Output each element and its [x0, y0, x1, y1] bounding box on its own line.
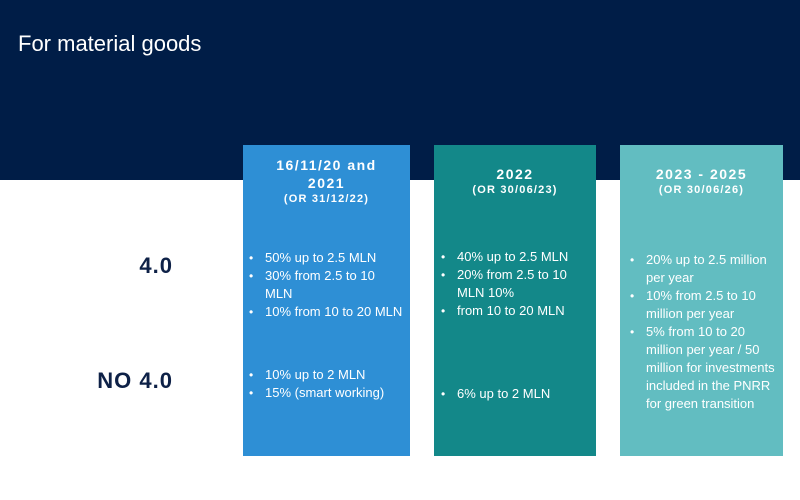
list-item: 10% from 2.5 to 10 million per year — [630, 287, 781, 323]
column-2021: 16/11/20 and 2021 (OR 31/12/22) 50% up t… — [243, 145, 410, 456]
rates-4-0-list: 40% up to 2.5 MLN 20% from 2.5 to 10 MLN… — [441, 248, 589, 320]
list-item: 30% from 2.5 to 10 MLN — [249, 267, 405, 303]
list-item: 15% (smart working) — [249, 384, 405, 402]
list-item: 10% up to 2 MLN — [249, 366, 405, 384]
column-header: 16/11/20 and 2021 (OR 31/12/22) — [243, 156, 410, 206]
list-item: 6% up to 2 MLN — [441, 385, 589, 403]
column-subtitle: (OR 30/06/26) — [658, 184, 745, 196]
list-item: 40% up to 2.5 MLN — [441, 248, 589, 266]
column-title: 16/11/20 and 2021 — [276, 157, 377, 191]
rates-no-4-0-list: 10% up to 2 MLN 15% (smart working) — [249, 366, 405, 402]
column-2023-2025: 2023 - 2025 (OR 30/06/26) 20% up to 2.5 … — [620, 145, 783, 456]
column-subtitle: (OR 30/06/23) — [472, 184, 558, 196]
list-item: 20% from 2.5 to 10 MLN 10% — [441, 266, 589, 302]
list-item: 50% up to 2.5 MLN — [249, 249, 405, 267]
column-subtitle: (OR 31/12/22) — [283, 193, 370, 205]
list-item: 10% from 10 to 20 MLN — [249, 303, 405, 321]
list-item: from 10 to 20 MLN — [441, 302, 589, 320]
list-item: 20% up to 2.5 million per year — [630, 251, 781, 287]
rates-4-0-list: 50% up to 2.5 MLN 30% from 2.5 to 10 MLN… — [249, 249, 405, 321]
column-header: 2023 - 2025 (OR 30/06/26) — [620, 165, 783, 197]
column-2022: 2022 (OR 30/06/23) 40% up to 2.5 MLN 20%… — [434, 145, 596, 456]
rates-4-0-list: 20% up to 2.5 million per year 10% from … — [630, 251, 781, 413]
column-title: 2022 — [496, 166, 534, 182]
rates-no-4-0-list: 6% up to 2 MLN — [441, 385, 589, 403]
row-label-no-4-0: NO 4.0 — [97, 368, 173, 393]
row-label-4-0: 4.0 — [139, 253, 173, 278]
page-title: For material goods — [18, 31, 202, 56]
column-header: 2022 (OR 30/06/23) — [434, 165, 596, 197]
list-item: 5% from 10 to 20 million per year / 50 m… — [630, 323, 781, 413]
column-title: 2023 - 2025 — [655, 166, 748, 182]
